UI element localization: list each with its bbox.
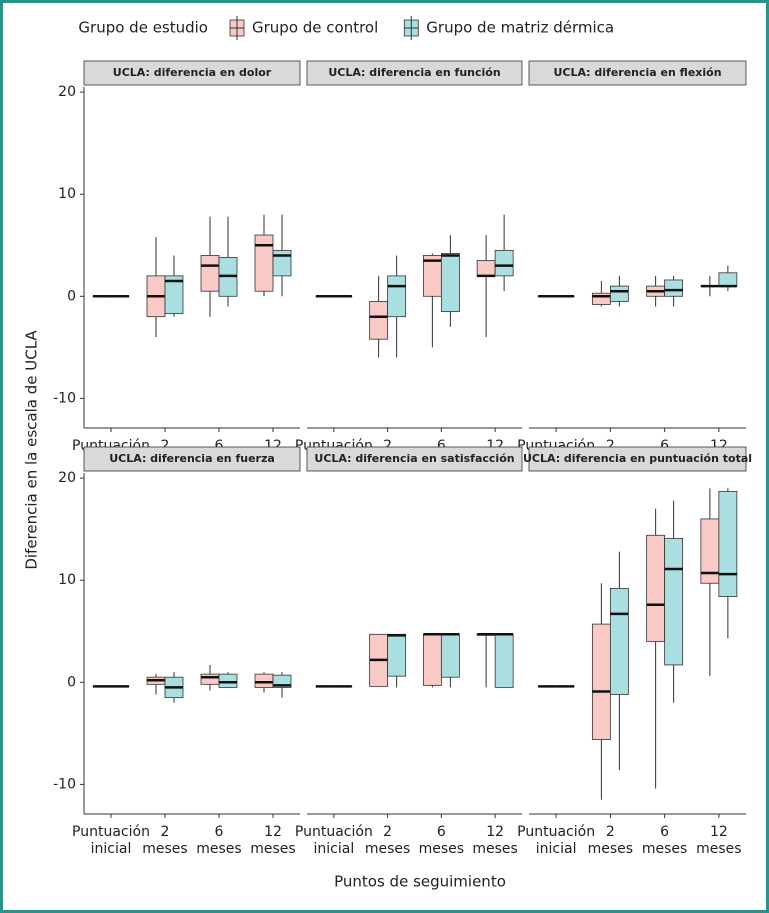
y-tick-label: 10 [58, 186, 76, 202]
box [440, 253, 460, 313]
strip [528, 60, 747, 86]
box [254, 673, 274, 688]
strip-label: UCLA: diferencia en función [328, 66, 500, 79]
strip [528, 446, 747, 472]
box [718, 490, 738, 597]
box [646, 534, 666, 642]
box [494, 249, 514, 277]
y-tick-label: 0 [67, 288, 76, 304]
strip-label: UCLA: diferencia en dolor [113, 66, 272, 79]
box [609, 285, 629, 302]
box [200, 255, 220, 292]
y-axis-label: Diferencia en la escala de UCLA [23, 330, 41, 570]
legend-label: Grupo de matriz dérmica [426, 19, 614, 37]
box [591, 623, 611, 740]
box [218, 673, 238, 688]
box [718, 272, 738, 287]
strip [306, 60, 523, 86]
box [422, 633, 442, 686]
strip-label: UCLA: diferencia en satisfacción [314, 452, 514, 465]
box [369, 301, 389, 340]
box [494, 633, 514, 688]
box [664, 537, 684, 666]
y-tick-label: 20 [58, 470, 76, 486]
x-axis-label: Puntos de seguimiento [334, 873, 506, 891]
strip-label: UCLA: diferencia en puntuación total [523, 452, 752, 465]
strip-label: UCLA: diferencia en fuerza [109, 452, 275, 465]
box [387, 275, 407, 318]
legend-label: Grupo de control [252, 19, 378, 37]
box [387, 633, 407, 677]
box [254, 234, 274, 292]
y-tick-label: -10 [53, 776, 76, 792]
legend-title: Grupo de estudio [78, 19, 208, 37]
box [272, 249, 292, 277]
y-tick-label: 10 [58, 572, 76, 588]
box [609, 587, 629, 695]
box [164, 275, 184, 315]
y-tick-label: 20 [58, 84, 76, 100]
y-tick-label: 0 [67, 674, 76, 690]
y-tick-label: -10 [53, 390, 76, 406]
box [476, 260, 496, 277]
strip [83, 446, 301, 472]
strip-label: UCLA: diferencia en flexión [553, 66, 721, 79]
box [440, 633, 460, 678]
box [200, 673, 220, 685]
box [664, 279, 684, 297]
strip [306, 446, 523, 472]
box [591, 292, 611, 305]
strip [83, 60, 301, 86]
